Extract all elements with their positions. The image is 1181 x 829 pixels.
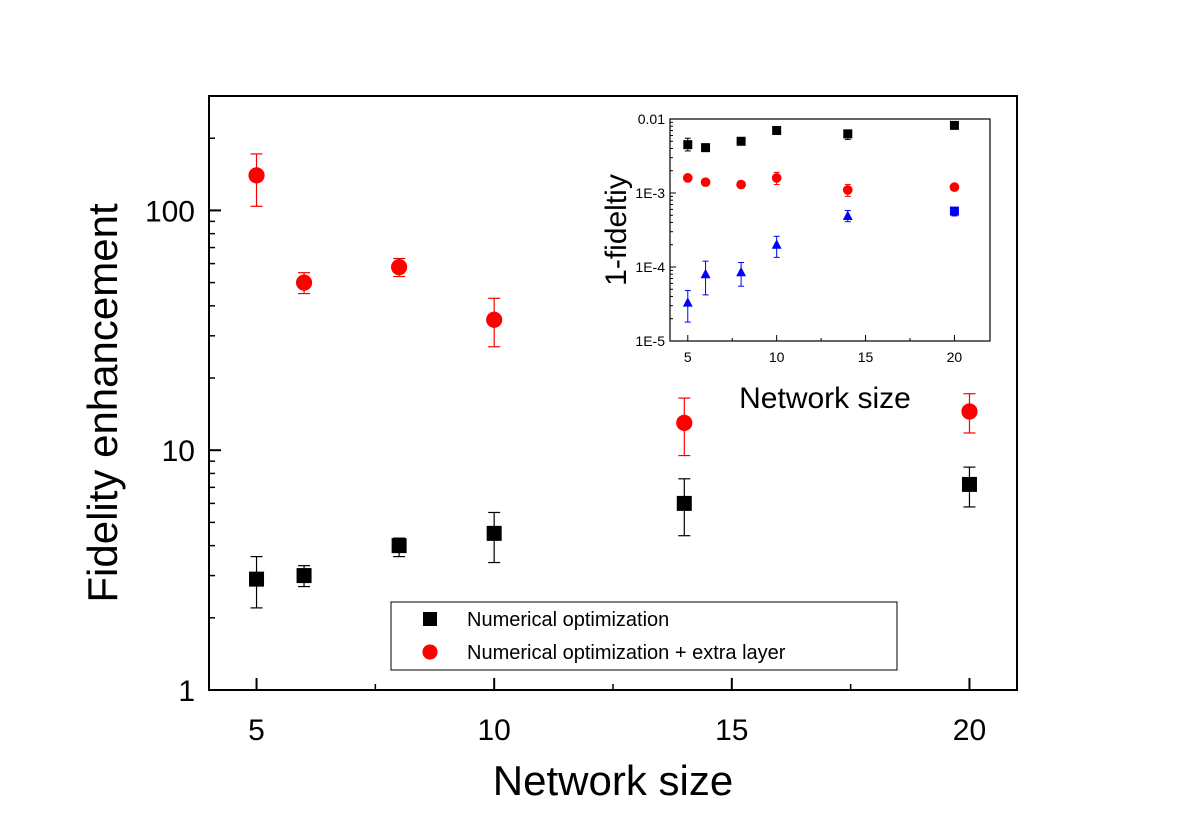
data-point-circle <box>391 259 408 276</box>
inset-point-circle <box>771 173 782 183</box>
legend: Numerical optimization Numerical optimiza… <box>390 601 898 671</box>
legend-marker-square <box>423 612 437 626</box>
data-point-circle <box>486 311 503 328</box>
inset-data-series <box>683 120 959 153</box>
inset-y-axis-title: 1-fideltiy <box>600 174 633 286</box>
legend-marker-circle <box>422 644 438 660</box>
data-point-square <box>486 525 502 541</box>
inset-point-square <box>736 136 746 146</box>
inset-x-tick-label: 10 <box>769 349 785 365</box>
inset-y-tick-label: 1E-5 <box>635 333 665 349</box>
data-point-circle <box>676 414 693 431</box>
inset-data-series <box>682 206 959 323</box>
inset-y-tick-label: 0.01 <box>638 111 665 127</box>
data-series <box>249 466 977 609</box>
inset-point-circle <box>842 185 853 195</box>
inset-point-triangle <box>700 268 711 279</box>
inset-point-triangle <box>771 239 782 249</box>
x-tick-label: 5 <box>248 714 265 747</box>
data-point-circle <box>961 403 978 420</box>
inset-point-triangle <box>842 210 853 220</box>
data-point-square <box>676 495 692 511</box>
inset-point-square <box>949 120 959 130</box>
data-series <box>248 153 978 457</box>
x-tick-label: 20 <box>953 714 986 747</box>
inset-plot: 5 10 15 20 1E-5 1E-4 1E-3 0.01 Network size 1-fid… <box>600 111 991 415</box>
inset-data-series <box>682 171 960 197</box>
x-axis-title: Network size <box>493 757 733 804</box>
inset-point-square <box>843 129 853 139</box>
inset-point-square <box>683 140 693 150</box>
data-point-square <box>296 568 312 584</box>
inset-frame <box>669 118 991 342</box>
legend-box <box>390 601 898 671</box>
data-point-circle <box>295 274 313 291</box>
inset-point-square <box>949 206 959 216</box>
data-point-square <box>391 538 407 554</box>
inset-x-axis-title: Network size <box>739 382 911 415</box>
y-tick-label: 10 <box>162 435 195 468</box>
inset-point-triangle <box>736 266 747 277</box>
inset-point-square <box>701 143 711 153</box>
inset-point-circle <box>700 177 711 188</box>
inset-point-circle <box>682 173 693 183</box>
main-plot: 5 10 15 20 1 10 100 Network size Fidelity enhanc… <box>79 95 1018 804</box>
x-tick-label: 10 <box>477 714 510 747</box>
inset-point-square <box>772 125 782 135</box>
data-point-square <box>961 476 977 492</box>
inset-x-tick-label: 20 <box>947 349 963 365</box>
inset-point-circle <box>949 182 960 193</box>
inset-x-tick-label: 5 <box>684 349 692 365</box>
legend-label: Numerical optimization + extra layer <box>467 642 786 664</box>
y-axis-title: Fidelity enhancement <box>79 203 126 603</box>
inset-point-triangle <box>682 297 693 307</box>
data-point-circle <box>248 167 265 184</box>
legend-label: Numerical optimization <box>467 609 669 631</box>
y-tick-label: 100 <box>145 195 195 228</box>
inset-y-tick-label: 1E-3 <box>635 185 665 201</box>
inset-point-circle <box>736 179 746 190</box>
y-tick-label: 1 <box>178 675 195 708</box>
x-tick-label: 15 <box>715 714 748 747</box>
inset-y-tick-label: 1E-4 <box>635 259 665 275</box>
data-point-square <box>249 571 265 587</box>
inset-x-tick-label: 15 <box>858 349 874 365</box>
